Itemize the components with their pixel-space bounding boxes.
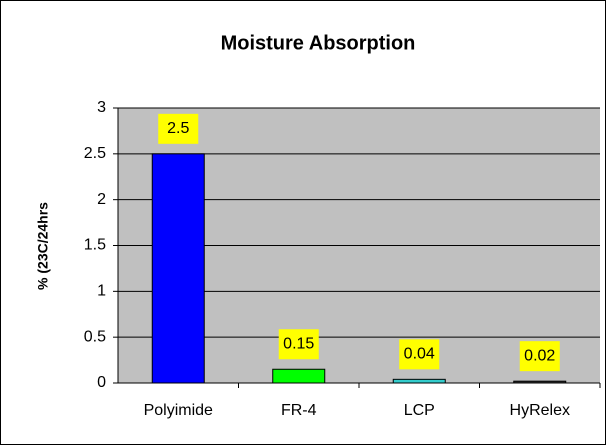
y-tick-label: 1.5 <box>84 237 106 254</box>
data-label: 0.15 <box>283 335 314 352</box>
x-tick-label: LCP <box>404 402 435 419</box>
y-tick-label: 1 <box>97 283 106 300</box>
x-tick-label: Polyimide <box>144 402 213 419</box>
data-label: 0.04 <box>404 346 435 363</box>
data-label-box <box>519 341 560 372</box>
y-tick-label: 3 <box>97 99 106 116</box>
y-tick-label: 2 <box>97 191 106 208</box>
data-label-box <box>399 339 440 370</box>
bar <box>272 368 326 384</box>
data-label-box <box>158 113 199 144</box>
y-tick-label: 2.5 <box>84 145 106 162</box>
data-label: 2.5 <box>167 120 189 137</box>
bar <box>513 380 567 384</box>
bar <box>392 378 446 384</box>
y-tick-label: 0.5 <box>84 328 106 345</box>
chart-title: Moisture Absorption <box>221 32 416 54</box>
x-tick-label: HyRelex <box>510 402 570 419</box>
bar <box>151 153 205 384</box>
data-label-box <box>278 329 319 360</box>
x-tick-label: FR-4 <box>281 402 317 419</box>
y-tick-label: 0 <box>97 374 106 391</box>
data-label: 0.02 <box>524 347 555 364</box>
y-axis-label: % (23C/24hrs <box>35 202 51 290</box>
